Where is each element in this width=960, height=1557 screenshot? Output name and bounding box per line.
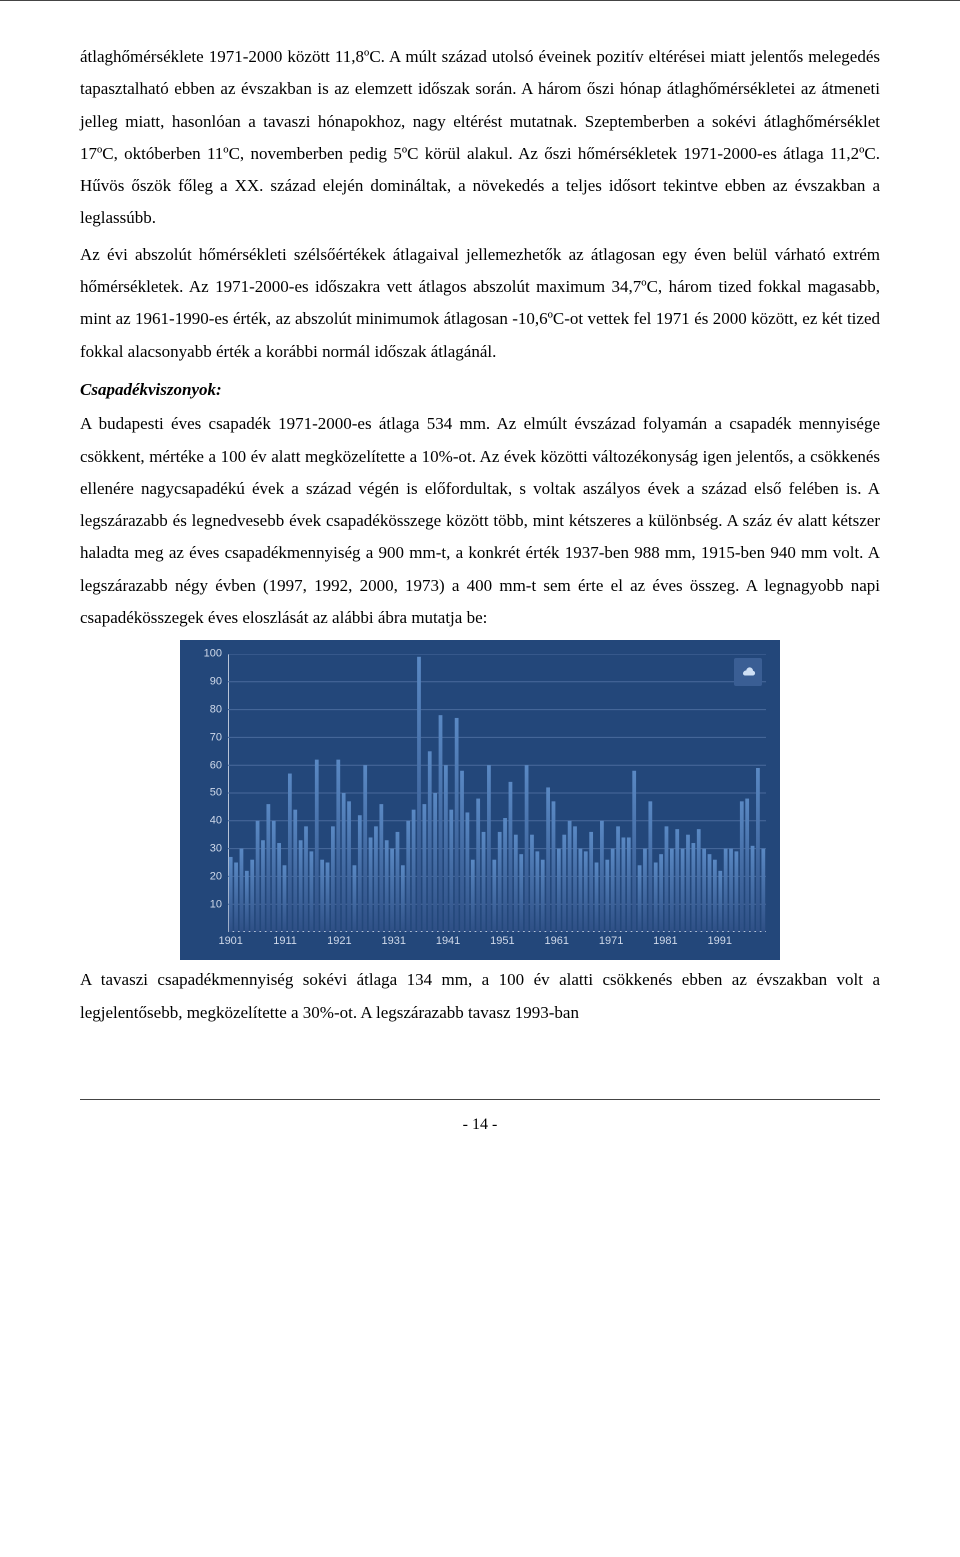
omsz-logo	[734, 658, 762, 686]
paragraph-2: Az évi abszolút hőmérsékleti szélsőérték…	[80, 239, 880, 368]
chart-xtick: 1981	[653, 931, 677, 952]
subheading-precip: Csapadékviszonyok:	[80, 374, 880, 406]
chart-xtick: 1911	[273, 931, 297, 952]
chart-ytick: 40	[180, 811, 222, 832]
chart-xtick: 1921	[327, 931, 351, 952]
chart-ytick: 80	[180, 699, 222, 720]
page-footer: - 14 -	[80, 1099, 880, 1140]
chart-ytick: 70	[180, 727, 222, 748]
chart-xtick: 1961	[545, 931, 569, 952]
chart-ytick: 10	[180, 894, 222, 915]
chart-plot-area	[228, 654, 766, 932]
paragraph-1: átlaghőmérséklete 1971-2000 között 11,8º…	[80, 41, 880, 235]
chart-xtick: 1951	[490, 931, 514, 952]
precipitation-chart: 10 20 30 40 50 60 70 80 90 100 1901 1911 1921 1931 194…	[180, 640, 780, 960]
document-page: átlaghőmérséklete 1971-2000 között 11,8º…	[0, 0, 960, 1170]
paragraph-3: A budapesti éves csapadék 1971-2000-es á…	[80, 408, 880, 634]
chart-ytick: 20	[180, 866, 222, 887]
chart-ytick: 100	[180, 644, 222, 665]
chart-xtick: 1941	[436, 931, 460, 952]
chart-xtick: 1991	[708, 931, 732, 952]
chart-xtick: 1931	[381, 931, 405, 952]
page-number: - 14 -	[463, 1116, 498, 1133]
chart-ytick: 60	[180, 755, 222, 776]
chart-ytick: 30	[180, 838, 222, 859]
chart-xtick: 1971	[599, 931, 623, 952]
chart-ytick: 50	[180, 783, 222, 804]
paragraph-4: A tavaszi csapadékmennyiség sokévi átlag…	[80, 964, 880, 1029]
chart-ytick: 90	[180, 672, 222, 693]
chart-container: 10 20 30 40 50 60 70 80 90 100 1901 1911 1921 1931 194…	[80, 640, 880, 960]
chart-xtick: 1901	[218, 931, 242, 952]
